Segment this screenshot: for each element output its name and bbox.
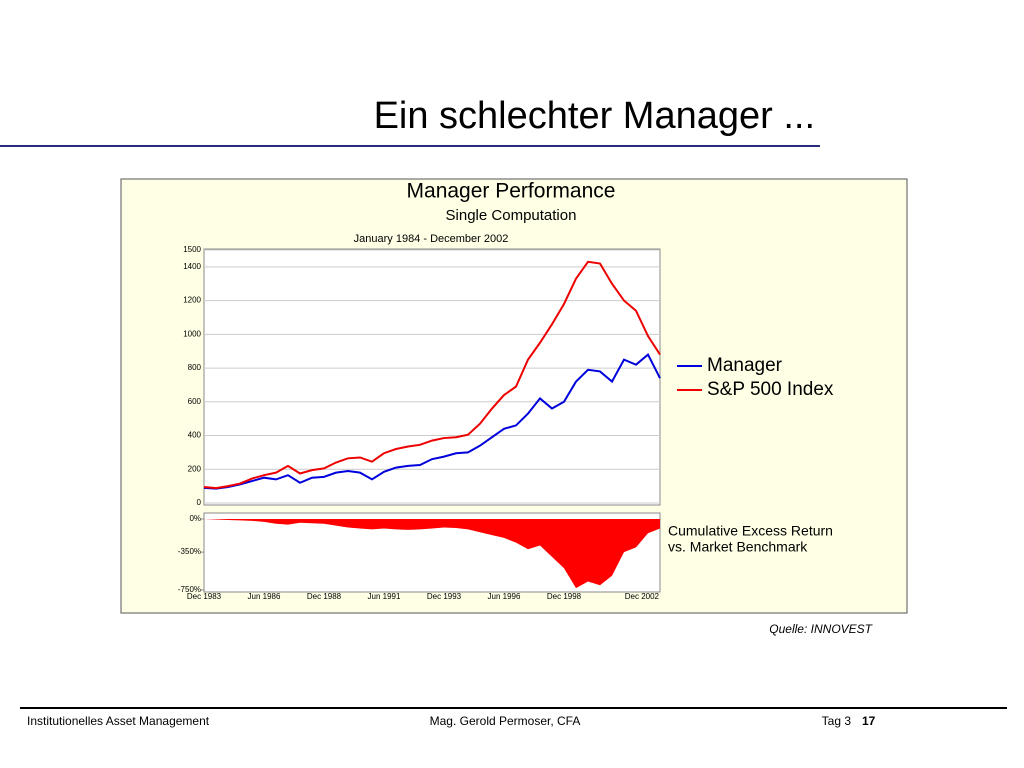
x-tick-label: Jun 1986 (248, 592, 281, 601)
title-rule (0, 145, 820, 147)
x-tick-label: Dec 1988 (307, 592, 342, 601)
legend-label: Manager (707, 355, 783, 376)
x-tick-label: Dec 1983 (187, 592, 222, 601)
annotation: Cumulative Excess Return (668, 523, 833, 539)
y-tick-label: 0 (197, 498, 202, 507)
y-tick-label: 400 (188, 431, 202, 440)
footer-day: Tag 3 (822, 714, 852, 728)
x-tick-label: Jun 1991 (368, 592, 401, 601)
x-tick-label: Dec 2002 (625, 592, 660, 601)
x-tick-label: Dec 1993 (427, 592, 462, 601)
slide-title: Ein schlechter Manager ... (374, 95, 815, 137)
x-tick-label: Jun 1996 (488, 592, 521, 601)
data-line (203, 352, 661, 490)
y-tick-label: 800 (188, 363, 202, 372)
y-tick-label: -350% (178, 547, 201, 556)
chart-subtitle: Single Computation (446, 207, 577, 224)
y-tick-label: -750% (178, 585, 201, 594)
source: Quelle: INNOVEST (769, 622, 873, 636)
y-tick-label: 1400 (183, 262, 201, 271)
data-area (204, 519, 660, 589)
footer-page: 17 (862, 714, 876, 728)
chart-period: January 1984 - December 2002 (354, 233, 509, 245)
annotation: vs. Market Benchmark (668, 539, 808, 555)
data-line (203, 260, 661, 490)
y-tick-label: 1200 (183, 296, 201, 305)
y-tick-label: 600 (188, 397, 202, 406)
y-tick-label: 200 (188, 464, 202, 473)
footer-rule (20, 707, 1007, 709)
chart-title: Manager Performance (407, 180, 616, 203)
y-tick-label: 1500 (183, 245, 201, 254)
y-tick-label: 0% (189, 514, 201, 523)
footer-left: Institutionelles Asset Management (27, 714, 210, 728)
plot-area (203, 248, 661, 506)
x-tick-label: Dec 1998 (547, 592, 582, 601)
y-tick-label: 1000 (183, 329, 201, 338)
legend-label: S&P 500 Index (707, 379, 834, 400)
footer-center: Mag. Gerold Permoser, CFA (430, 714, 581, 728)
